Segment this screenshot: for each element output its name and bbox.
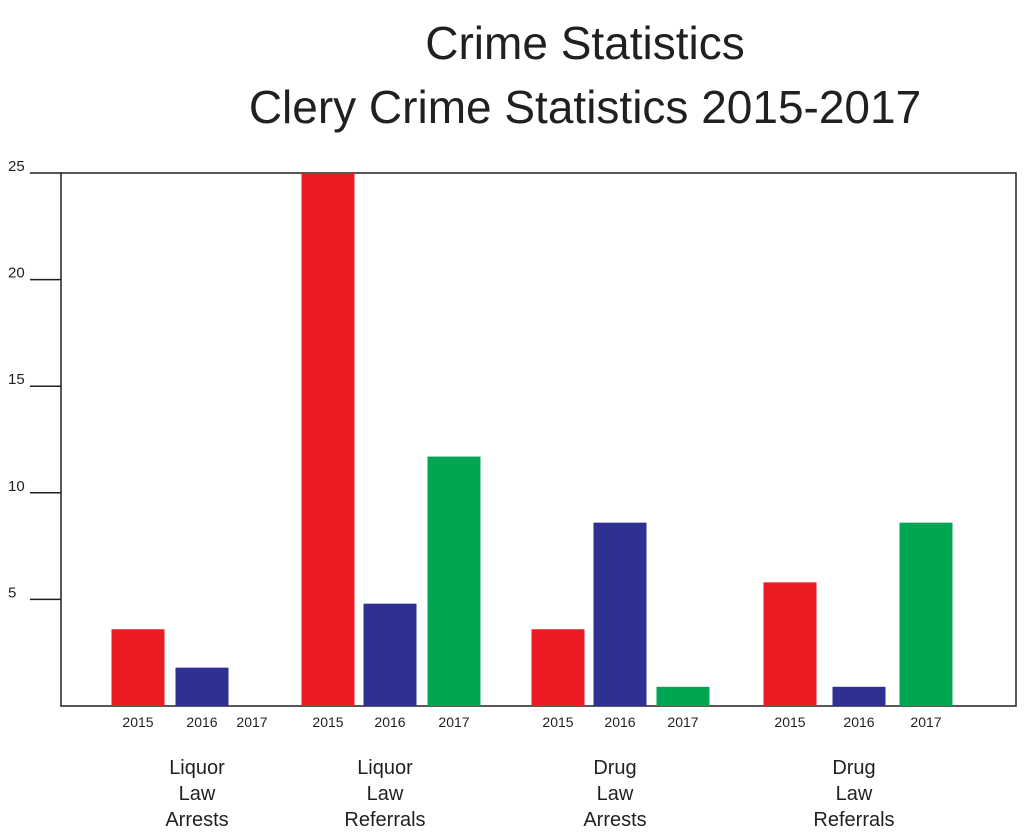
bar-2017	[899, 522, 953, 706]
x-tick-label: 2016	[374, 714, 405, 730]
bar-2015	[531, 629, 585, 706]
x-tick-label: 2015	[542, 714, 573, 730]
y-tick-label: 10	[8, 478, 25, 495]
y-tick-label: 25	[8, 158, 25, 175]
category-label: Law	[367, 783, 404, 805]
bar-2015	[763, 582, 817, 706]
category-label: Arrests	[165, 809, 228, 831]
x-tick-label: 2015	[122, 714, 153, 730]
category-label: Arrests	[583, 809, 646, 831]
category-label: Referrals	[344, 809, 425, 831]
category-label: Drug	[832, 757, 875, 779]
y-tick-label: 15	[8, 371, 25, 388]
category-label: Drug	[593, 757, 636, 779]
x-tick-label: 2016	[843, 714, 874, 730]
bar-2017	[656, 686, 710, 706]
bar-2016	[363, 603, 417, 706]
bar-2015	[111, 629, 165, 706]
category-label: Law	[179, 783, 216, 805]
bar-2016	[832, 686, 886, 706]
chart-title: Crime Statistics	[425, 17, 745, 69]
category-label: Liquor	[169, 757, 225, 779]
bar-2017	[427, 456, 481, 706]
chart-subtitle: Clery Crime Statistics 2015-2017	[248, 81, 922, 133]
category-label: Law	[836, 783, 873, 805]
plot-frame	[60, 172, 1017, 707]
x-tick-label: 2017	[910, 714, 941, 730]
bar-2016	[593, 522, 647, 706]
x-tick-label: 2016	[186, 714, 217, 730]
x-tick-label: 2015	[312, 714, 343, 730]
y-tick-label: 5	[8, 584, 16, 601]
x-tick-label: 2016	[604, 714, 635, 730]
bar-2016	[175, 667, 229, 706]
category-label: Referrals	[813, 809, 894, 831]
x-tick-label: 2017	[438, 714, 469, 730]
y-tick-label: 20	[8, 265, 25, 282]
category-label: Liquor	[357, 757, 413, 779]
category-label: Law	[597, 783, 634, 805]
x-tick-label: 2017	[667, 714, 698, 730]
x-tick-label: 2015	[774, 714, 805, 730]
x-tick-label: 2017	[236, 714, 267, 730]
bar-2015	[301, 173, 355, 706]
